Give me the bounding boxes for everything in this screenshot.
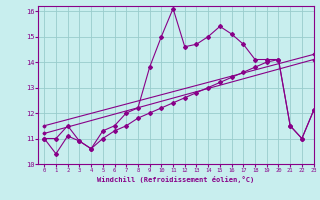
X-axis label: Windchill (Refroidissement éolien,°C): Windchill (Refroidissement éolien,°C) <box>97 176 255 183</box>
